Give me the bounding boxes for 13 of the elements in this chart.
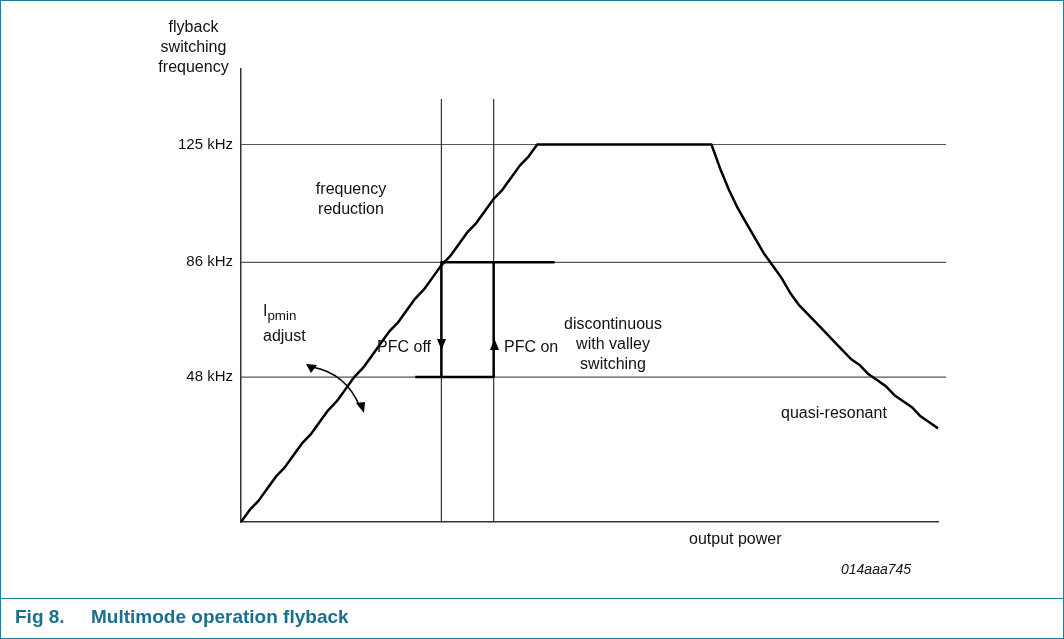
annotation: discontinuous with valley switching	[564, 315, 662, 372]
annotation: PFC off	[376, 337, 431, 357]
y-tick-label: 86 kHz	[186, 252, 233, 270]
y-tick-label: 125 kHz	[177, 134, 233, 152]
x-axis-title: output power	[689, 529, 782, 549]
annotation: I$_{pmin}$ adjust	[263, 301, 307, 347]
annotation: PFC on	[504, 337, 559, 357]
annotation: frequency reduction	[314, 179, 388, 219]
text: Fig 8. Multimode operation flyback	[15, 606, 349, 628]
annotation: quasi-resonant	[781, 403, 887, 423]
y-tick-label: 48 kHz	[186, 367, 233, 385]
y-axis-title: flyback switching frequency	[157, 17, 230, 77]
text: 014aaa745	[841, 560, 912, 579]
